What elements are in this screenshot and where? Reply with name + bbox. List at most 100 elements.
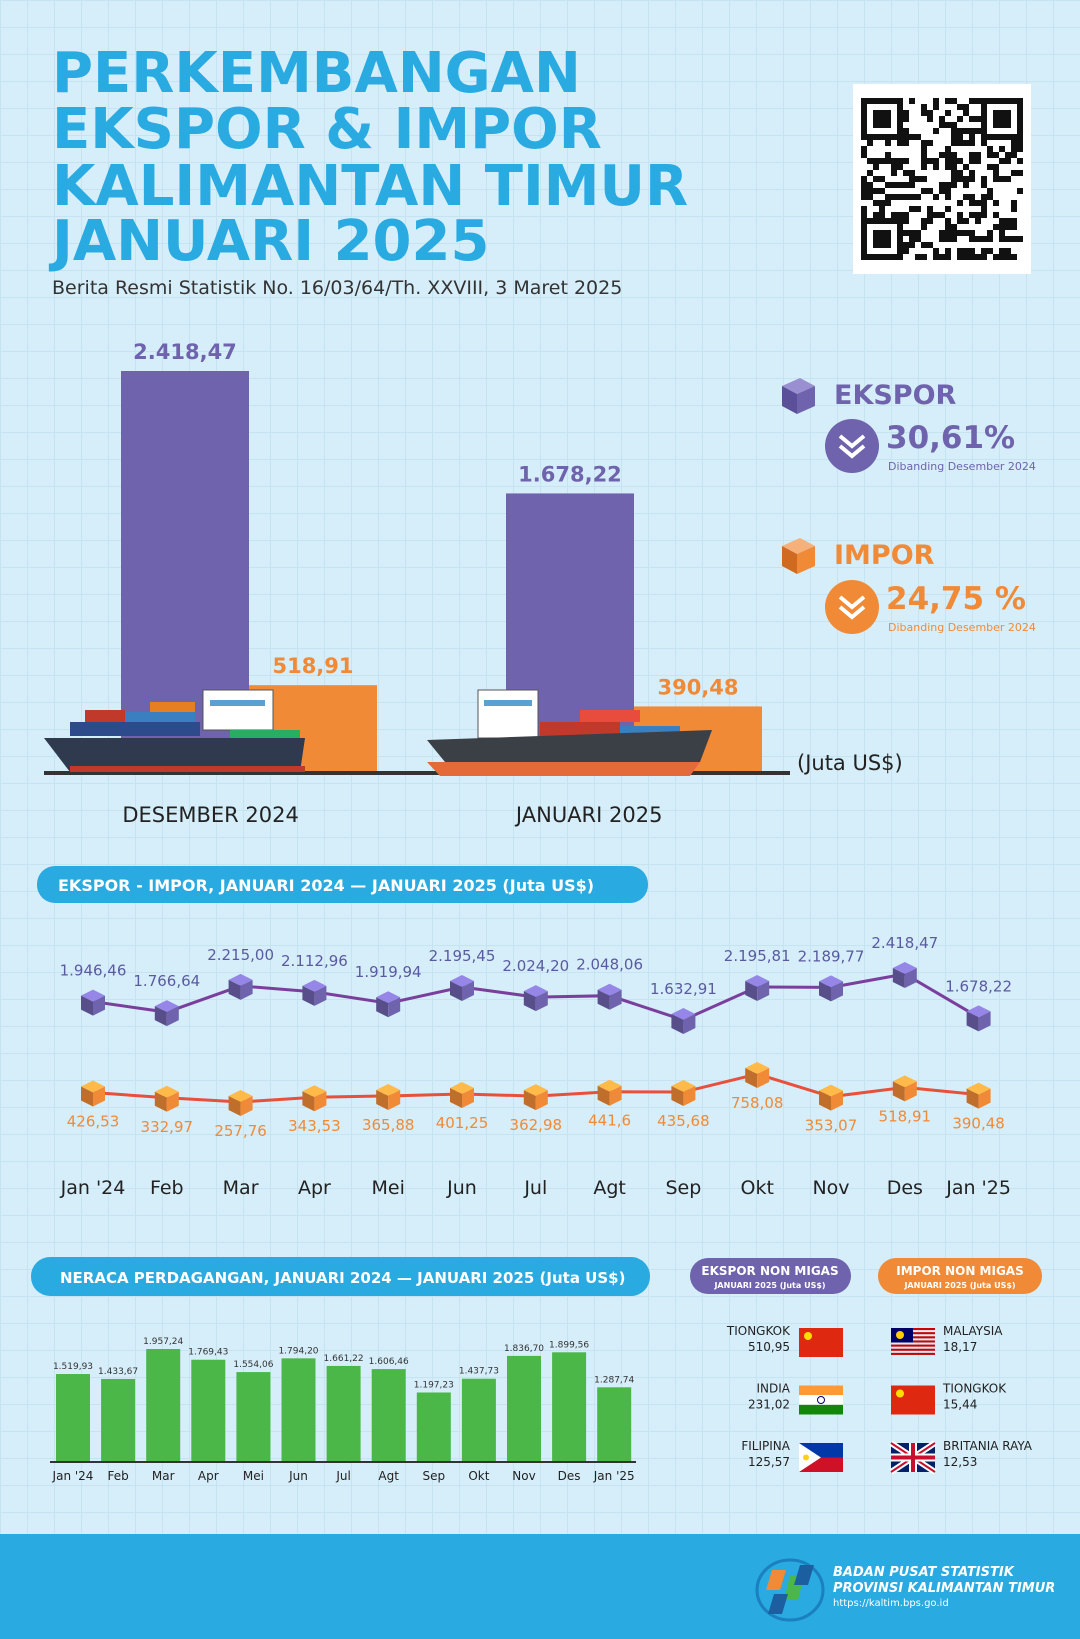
qr-cell [891, 194, 897, 200]
partner-list: TIONGKOK 510,95 INDIA 231,02 FILIPINA 125,57 M… [726, 1324, 1033, 1475]
cube-icon [782, 538, 815, 574]
qr-cell [885, 98, 891, 104]
qr-cell [879, 134, 885, 140]
qr-cell [945, 146, 951, 152]
cube-left [671, 1014, 684, 1034]
cube-marker [376, 991, 401, 1018]
x-tick-label: Des [887, 1177, 923, 1199]
qr-cell [861, 110, 867, 116]
partner-country: FILIPINA [741, 1439, 790, 1453]
cube-marker [745, 975, 770, 1002]
qr-cell [951, 152, 957, 158]
cube-left [228, 979, 241, 1000]
qr-cell [975, 116, 981, 122]
import-heading: IMPOR [834, 540, 935, 571]
qr-cell [1005, 236, 1011, 242]
export-note: Dibanding Desember 2024 [888, 460, 1036, 473]
flag-field [799, 1328, 843, 1357]
cube-right [535, 991, 548, 1012]
qr-cell [999, 116, 1005, 122]
x-tick-label: Jul [523, 1177, 547, 1199]
qr-cell [999, 230, 1005, 236]
qr-cell [903, 110, 909, 116]
value-label: 2.195,45 [429, 947, 496, 965]
value-label: 390,48 [657, 675, 738, 699]
qr-cell [993, 176, 999, 182]
title: PERKEMBANGAN EKSPOR & IMPOR KALIMANTAN T… [48, 41, 688, 274]
qr-cell [921, 152, 927, 158]
qr-cell [981, 140, 987, 146]
qr-cell [951, 158, 957, 164]
qr-cell [999, 248, 1005, 254]
qr-cell [879, 242, 885, 248]
qr-cell [987, 98, 993, 104]
qr-cell [903, 242, 909, 248]
bar [56, 1374, 90, 1461]
qr-cell [861, 116, 867, 122]
qr-cell [879, 212, 885, 218]
cube-left [376, 997, 389, 1018]
qr-cell [885, 236, 891, 242]
qr-cell [885, 152, 891, 158]
qr-cell [993, 98, 999, 104]
qr-cell [933, 164, 939, 170]
title-line: PERKEMBANGAN [52, 41, 581, 106]
qr-cell [927, 158, 933, 164]
x-tick-label: Jan '25 [593, 1469, 635, 1483]
value-label: 353,07 [805, 1117, 858, 1135]
qr-code [861, 98, 1023, 260]
value-label: 758,08 [731, 1094, 784, 1112]
qr-cell [987, 236, 993, 242]
qr-cell [1017, 188, 1023, 194]
cube-marker [228, 973, 253, 1000]
qr-cell [975, 128, 981, 134]
qr-cell [981, 236, 987, 242]
qr-cell [861, 182, 867, 188]
qr-cell [921, 158, 927, 164]
x-tick-label: Jan '24 [60, 1177, 126, 1199]
x-tick-label: Feb [150, 1177, 184, 1199]
qr-cell [999, 158, 1005, 164]
flag-star [804, 1332, 812, 1340]
qr-cell [897, 110, 903, 116]
qr-cell [861, 98, 867, 104]
qr-cell [1011, 170, 1017, 176]
cube-right [609, 989, 622, 1010]
qr-cell [933, 128, 939, 134]
qr-cell [891, 182, 897, 188]
unit-label: (Juta US$) [797, 751, 903, 775]
qr-cell [963, 230, 969, 236]
qr-cell [897, 248, 903, 254]
flag-stripe [799, 1404, 843, 1415]
value-label: 2.195,81 [724, 947, 791, 965]
x-tick-label: Apr [198, 1469, 219, 1483]
qr-cell [873, 176, 879, 182]
qr-cell [915, 254, 921, 260]
qr-cell [981, 254, 987, 260]
qr-cell [897, 218, 903, 224]
qr-cell [963, 194, 969, 200]
qr-cell [1005, 110, 1011, 116]
cube-left [892, 1081, 905, 1102]
qr-cell [909, 194, 915, 200]
cube-right [314, 985, 327, 1006]
qr-cell [867, 194, 873, 200]
qr-cell [981, 110, 987, 116]
x-tick-label: Mar [223, 1177, 259, 1199]
flag-star [896, 1389, 904, 1398]
down-arrow [838, 595, 866, 620]
qr-cell [999, 110, 1005, 116]
qr-cell [1017, 236, 1023, 242]
x-tick-label: Jun [288, 1469, 308, 1483]
qr-cell [933, 212, 939, 218]
qr-cell [885, 242, 891, 248]
cube-marker [154, 1000, 179, 1027]
cube-right [93, 1086, 105, 1107]
qr-cell [975, 218, 981, 224]
qr-cell [867, 254, 873, 260]
qr-cell [903, 134, 909, 140]
qr-cell [1005, 134, 1011, 140]
qr-cell [957, 176, 963, 182]
qr-cell [897, 230, 903, 236]
qr-cell [951, 170, 957, 176]
